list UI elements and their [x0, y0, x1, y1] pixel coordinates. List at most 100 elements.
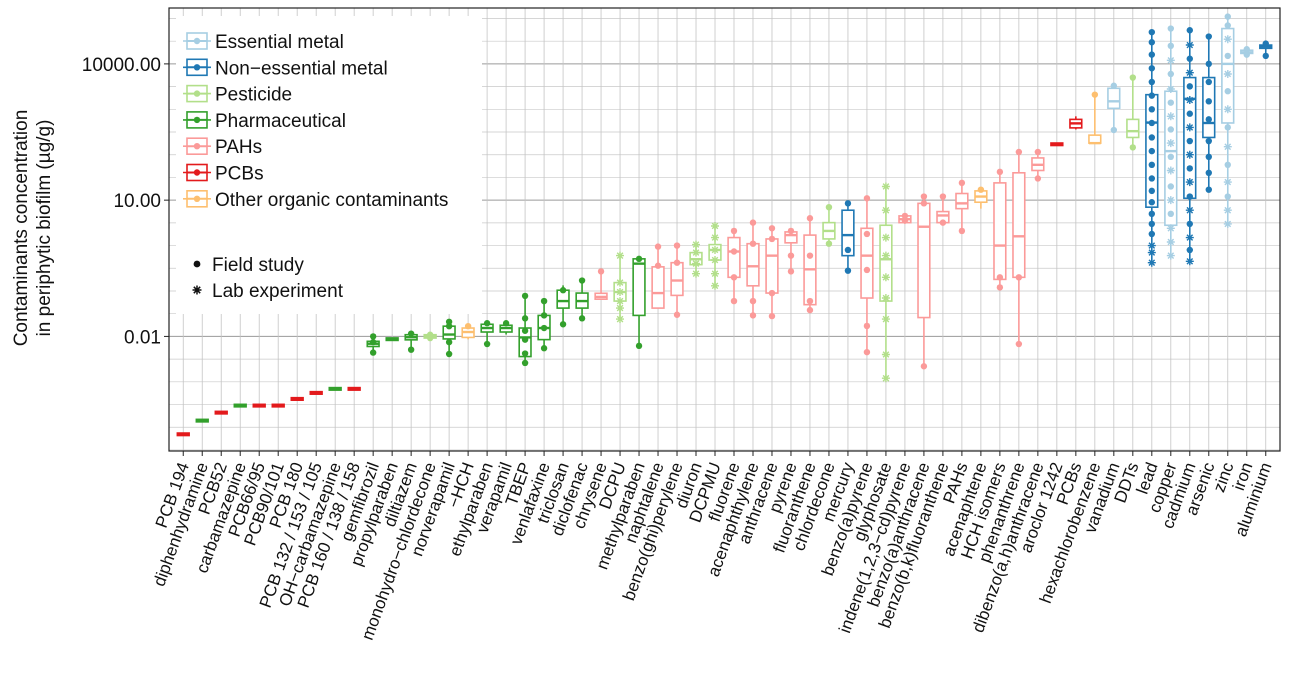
legend-item: PAHs: [183, 137, 262, 158]
box-oh-carbamazepine: [328, 386, 342, 391]
box-carbamazepine: [233, 403, 247, 408]
lab-experiment-point: [616, 297, 624, 306]
field-study-point: [1148, 78, 1156, 86]
box-iqr: [1012, 172, 1026, 279]
field-study-point: [1224, 124, 1231, 131]
field-study-point: [1205, 33, 1212, 40]
field-study-point: [863, 322, 871, 330]
legend-item: Other organic contaminants: [183, 190, 448, 211]
field-study-point: [806, 252, 814, 259]
lab-experiment-point: [1223, 105, 1232, 114]
box-ethylparaben: [480, 320, 494, 348]
field-study-point: [1205, 137, 1212, 145]
field-study-point: [825, 203, 833, 211]
field-study-point: [996, 168, 1004, 176]
box-gemfibrozil: [366, 333, 380, 356]
legend-key-point: [193, 143, 201, 150]
field-study-point: [1224, 88, 1231, 95]
legend-label: Pharmaceutical: [215, 111, 346, 132]
field-study-point: [1167, 183, 1174, 190]
box-chrysene: [594, 268, 608, 300]
x-axis: PCB 194diphenhydraminePCB52carbamazepine…: [149, 451, 1276, 643]
lab-experiment-point: [711, 246, 719, 254]
lab-experiment-point: [1166, 166, 1175, 175]
field-study-point: [1167, 25, 1174, 32]
box-diphenhydramine: [195, 418, 209, 423]
box-fluoranthene: [803, 215, 817, 314]
lab-experiment-point: [1185, 150, 1194, 159]
field-study-point: [369, 338, 377, 346]
field-study-point: [939, 219, 947, 226]
box-iqr: [727, 236, 741, 279]
legend-label: Essential metal: [215, 32, 344, 53]
field-study-point: [559, 287, 567, 294]
legend-study-label: Field study: [212, 255, 304, 276]
field-study-point: [749, 312, 757, 319]
box-hexachlorobenzene: [1088, 91, 1102, 145]
field-study-point: [863, 348, 871, 356]
lab-experiment-point: [1185, 96, 1194, 104]
lab-experiment-point: [881, 251, 890, 260]
lab-experiment-point: [711, 269, 719, 278]
legend-key-point: [193, 90, 201, 97]
box-diclofenac: [575, 277, 589, 322]
field-study-point: [768, 312, 776, 320]
box-aluminium: [1259, 40, 1273, 60]
field-study-point: [1186, 246, 1193, 254]
legend-item: Essential metal: [183, 32, 344, 53]
box-cadmium: [1183, 27, 1197, 266]
field-study-point: [1167, 42, 1174, 50]
field-study-point: [1167, 210, 1174, 218]
field-study-point: [654, 262, 662, 269]
field-study-point: [863, 266, 871, 274]
legend-study-item: Field study: [193, 255, 304, 276]
box-diltiazem: [404, 330, 418, 353]
box-norverapamil: [442, 318, 456, 358]
field-study-point: [673, 259, 681, 266]
field-study-point: [1205, 78, 1212, 86]
box-lead: [1145, 28, 1159, 267]
box-dibenzo-a-h-anthracene: [1031, 148, 1045, 182]
field-study-point: [1224, 13, 1231, 20]
lab-experiment-point: [711, 281, 719, 290]
field-study-point: [1148, 119, 1156, 127]
field-study-point: [1167, 70, 1174, 78]
field-study-point: [1243, 51, 1250, 58]
field-study-point: [369, 333, 377, 340]
lab-experiment-point: [1147, 241, 1156, 250]
lab-experiment-point: [1166, 196, 1175, 205]
field-study-point: [673, 311, 681, 318]
plot-panel-border: [168, 7, 1281, 452]
field-study-point: [521, 292, 529, 300]
field-study-point: [1186, 27, 1193, 34]
box-iqr: [1126, 118, 1140, 139]
box-arsenic: [1202, 33, 1216, 193]
lab-experiment-point: [1223, 70, 1232, 78]
field-study-point: [521, 350, 529, 357]
field-study-point: [407, 346, 415, 353]
field-study-point: [844, 267, 852, 274]
field-study-point: [635, 255, 643, 263]
box-triclosan: [556, 285, 570, 328]
field-study-point: [578, 315, 586, 322]
box-copper: [1164, 25, 1178, 260]
y-tick-label: 10.00: [113, 191, 161, 212]
legend-background: [176, 16, 482, 314]
y-axis-title-line2: in periphytic biofilm (µg/g): [34, 120, 55, 337]
box-pcb-132-153-105: [309, 390, 323, 395]
boxes: [176, 13, 1273, 437]
field-study-point: [1148, 220, 1156, 228]
box-acenaphthylene: [746, 219, 760, 319]
field-study-point: [996, 284, 1004, 291]
field-study-point: [445, 350, 453, 358]
box-iqr: [632, 258, 646, 317]
field-study-point: [768, 225, 776, 232]
field-study-point: [996, 274, 1004, 281]
lab-experiment-point: [692, 269, 700, 278]
field-study-point: [540, 324, 548, 332]
field-study-point: [1148, 175, 1156, 182]
box-venlafaxine: [537, 297, 551, 352]
lab-experiment-point: [881, 233, 890, 242]
y-axis-title-line1: Contaminants concentration: [11, 110, 32, 347]
lab-experiment-point: [1166, 85, 1175, 93]
